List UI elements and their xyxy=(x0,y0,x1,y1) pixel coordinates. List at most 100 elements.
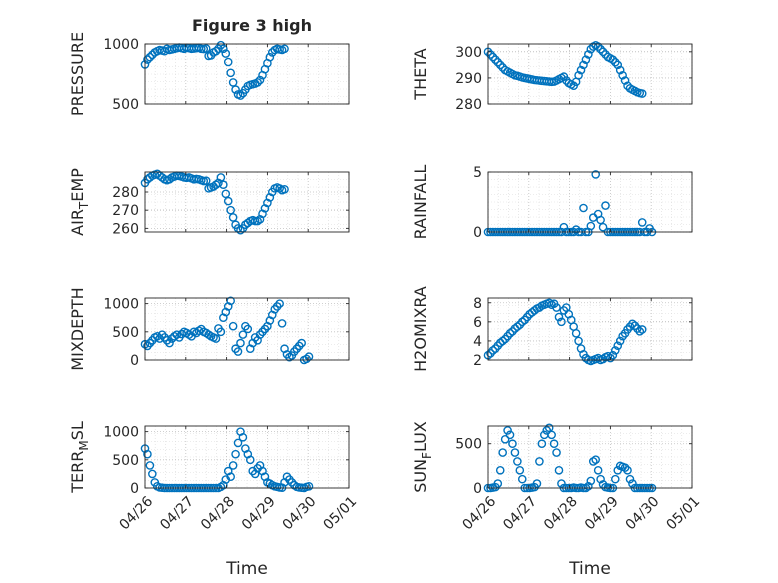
data-point xyxy=(579,60,588,70)
data-point xyxy=(608,350,618,360)
data-point xyxy=(302,354,311,364)
data-point xyxy=(148,469,157,479)
data-point xyxy=(216,173,226,182)
y-tick-label: 280 xyxy=(112,185,139,201)
data-point xyxy=(596,474,605,484)
x-tick-label: 04/29 xyxy=(239,494,279,534)
data-point xyxy=(574,336,583,346)
data-point xyxy=(588,457,598,466)
y-tick-label: 2 xyxy=(473,353,482,369)
y-tick-label: 500 xyxy=(455,437,482,453)
y-tick-label: 290 xyxy=(455,71,482,87)
data-point xyxy=(513,322,522,331)
axes-box xyxy=(144,171,350,233)
data-point xyxy=(223,196,233,206)
data-point xyxy=(505,430,515,440)
data-point xyxy=(238,330,248,339)
data-point xyxy=(231,449,240,459)
data-point xyxy=(601,201,610,210)
data-point xyxy=(549,439,559,449)
y-axis-label: SUNFLUX xyxy=(411,421,434,493)
data-point xyxy=(598,222,608,232)
axes-box xyxy=(487,43,693,105)
data-point xyxy=(613,341,623,350)
y-tick-label: 260 xyxy=(112,221,139,237)
data-point xyxy=(233,438,243,448)
x-tick-label: 04/27 xyxy=(157,494,197,534)
data-point xyxy=(145,52,155,62)
axes-box xyxy=(487,171,693,233)
y-tick-label: 0 xyxy=(473,481,482,497)
data-point xyxy=(637,89,647,98)
data-point xyxy=(231,85,240,94)
x-tick-label: 04/26 xyxy=(116,493,156,533)
y-tick-label: 6 xyxy=(473,315,482,331)
y-tick-label: 4 xyxy=(473,334,482,350)
data-point xyxy=(615,65,625,75)
data-point xyxy=(554,465,564,475)
x-axis-label: Time xyxy=(568,559,611,579)
data-point xyxy=(228,213,238,222)
data-point xyxy=(280,184,289,194)
data-point xyxy=(201,176,211,186)
y-axis-label: MIXDEPTH xyxy=(68,287,87,370)
data-point xyxy=(250,216,260,226)
data-point xyxy=(576,65,586,75)
data-point xyxy=(593,42,603,51)
data-point xyxy=(515,465,525,475)
x-axis-label: Time xyxy=(225,559,268,579)
data-point xyxy=(223,57,233,67)
data-point xyxy=(557,479,566,488)
data-point xyxy=(304,482,314,491)
y-tick-label: 500 xyxy=(112,97,139,113)
data-point xyxy=(143,449,152,459)
data-point xyxy=(544,298,554,308)
data-point xyxy=(503,426,512,435)
panel-6: 0 500 1000 04/26 04/27 04/28 04/29 04/30 05/01 Ti… xyxy=(68,421,360,579)
data-point xyxy=(535,457,544,466)
data-point xyxy=(552,303,561,312)
y-tick-label: 270 xyxy=(112,203,139,219)
data-point xyxy=(537,439,547,449)
data-point xyxy=(228,461,238,470)
x-tick-label: 04/26 xyxy=(459,493,499,533)
data-point xyxy=(508,439,517,449)
y-tick-label: 1000 xyxy=(103,297,139,313)
panel-4: 0 500 1000 MIXDEPTH xyxy=(68,287,350,371)
data-point xyxy=(596,44,605,54)
data-point xyxy=(297,338,306,348)
axes-box xyxy=(144,425,350,489)
y-tick-label: 1000 xyxy=(103,425,139,441)
data-point xyxy=(571,328,581,338)
x-tick-label: 04/28 xyxy=(541,494,581,534)
panel-0: 500 1000 PRESSURE xyxy=(68,32,350,116)
data-point xyxy=(226,472,235,482)
data-point xyxy=(498,336,507,346)
y-tick-label: 0 xyxy=(130,481,139,497)
y-axis-label: RAINFALL xyxy=(411,165,430,240)
data-point xyxy=(493,57,503,67)
y-tick-label: 8 xyxy=(473,296,482,312)
data-point xyxy=(620,463,630,472)
data-point xyxy=(211,334,221,343)
panel-2: 260 270 280 AIRTEMP xyxy=(68,168,350,237)
data-point xyxy=(593,465,603,475)
data-point xyxy=(228,321,238,331)
panel-1: 280 290 300 THETA xyxy=(411,41,693,113)
data-point xyxy=(495,60,505,70)
x-tick-label: 04/28 xyxy=(198,494,238,534)
data-point xyxy=(236,225,245,235)
x-tick-label: 05/01 xyxy=(320,494,360,534)
y-tick-label: 1000 xyxy=(103,37,139,53)
data-point xyxy=(219,180,228,190)
y-tick-label: 0 xyxy=(130,353,139,369)
y-tick-label: 280 xyxy=(455,97,482,113)
y-axis-label: H2OMIXRA xyxy=(411,286,430,372)
data-point xyxy=(610,57,620,67)
data-point xyxy=(598,47,608,57)
data-point xyxy=(637,218,647,227)
data-point xyxy=(201,44,211,53)
data-point xyxy=(591,170,601,179)
data-point xyxy=(255,75,265,85)
